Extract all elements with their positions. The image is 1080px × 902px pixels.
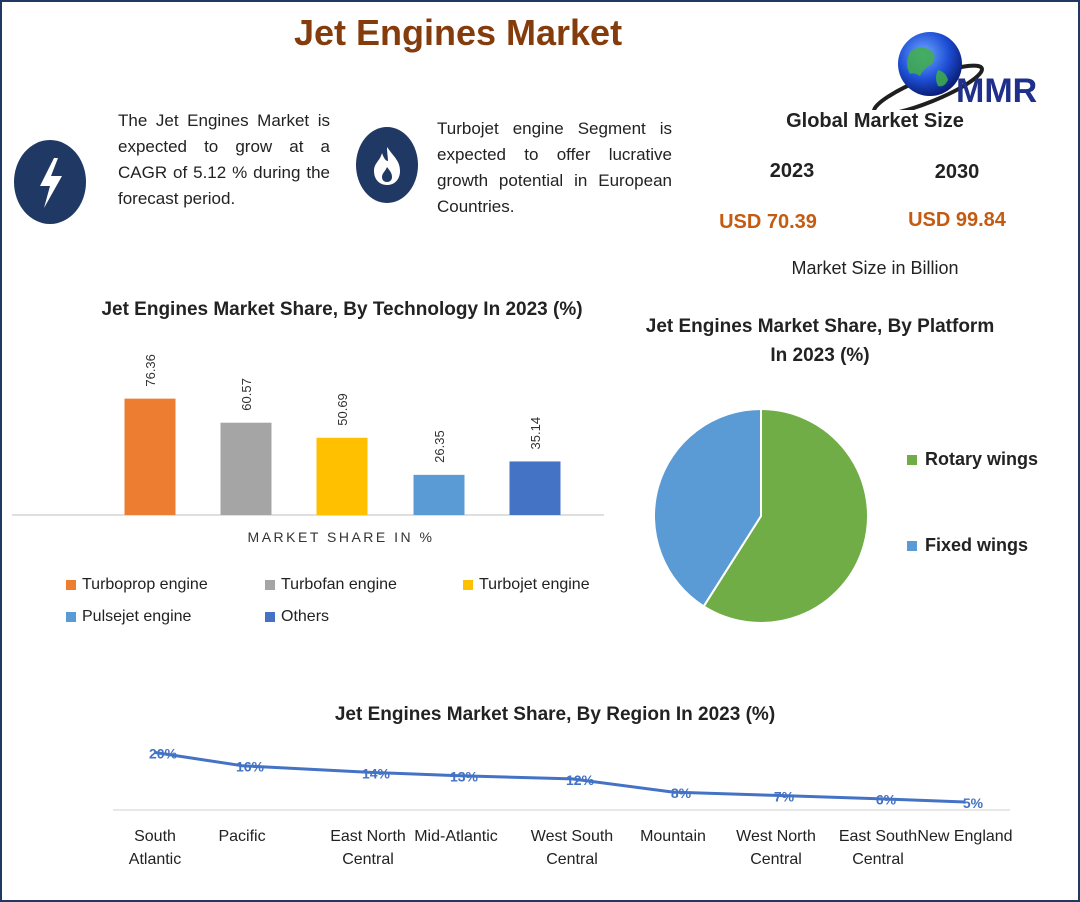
value-2023: USD 70.39 [719,211,817,233]
line-value-label: 8% [671,785,692,801]
bar-chart-title: Jet Engines Market Share, By Technology … [101,299,583,320]
pie-slice-fixed-wings [653,407,762,608]
region-line-chart: 20% 16% 14% 13% 12% 8% 7% 6% 5% South Atlantic Paci… [113,746,1013,868]
line-value-label: 5% [963,795,984,811]
mmr-logo: MMR [872,32,1037,110]
cagr-text: The Jet Engines Market is expected to gr… [118,111,330,208]
legend-swatch [463,580,473,590]
bar-turboprop-engine [124,398,176,515]
legend-item-pulsejet-engine: Pulsejet engine [66,608,191,626]
pie-legend-fixed-wings: Fixed wings [907,535,1028,556]
legend-label: Turbofan engine [281,576,397,593]
legend-swatch [907,540,917,551]
legend-label: Turboprop engine [82,576,208,593]
legend-swatch [265,580,275,590]
pie-slice-rotary-wings [702,407,869,624]
region-tick-west-north-central: West North Central [736,828,816,868]
line-value-label: 6% [876,792,897,808]
market-size-note: Market Size in Billion [791,258,959,278]
bar-value-label: 76.36 [143,354,158,387]
year-2023: 2023 [769,160,815,182]
bar-turbojet-engine [316,437,368,515]
region-tick-east-south-central: East South Central [839,828,917,868]
legend-item-turboprop-engine: Turboprop engine [66,576,208,594]
line-chart-title: Jet Engines Market Share, By Region In 2… [334,704,776,725]
bar-x-axis-label: MARKET SHARE IN % [248,529,435,545]
market-size-title: Global Market Size [786,110,964,132]
bar-pulsejet-engine [413,474,465,515]
legend-item-others: Others [265,608,329,626]
bar-value-label: 50.69 [335,393,350,426]
bar-turbofan-engine [220,422,272,515]
platform-pie-chart [653,407,869,624]
legend-item-turbojet-engine: Turbojet engine [463,576,590,594]
legend-label: Pulsejet engine [82,608,192,625]
region-series-line [154,751,966,804]
legend-label: Fixed wings [925,535,1029,555]
value-2030: USD 99.84 [908,209,1006,231]
pie-chart-title: Jet Engines Market Share, By Platform In… [645,316,995,366]
bar-value-label: 35.14 [528,417,543,450]
segment-text: Turbojet engine Segment is expected to o… [437,119,672,216]
bar-others [509,461,561,515]
lightning-icon [14,140,86,224]
line-value-label: 7% [774,788,795,804]
region-tick-mid-atlantic: Mid-Atlantic [414,828,498,845]
legend-swatch [66,580,76,590]
legend-swatch [265,612,275,622]
svg-text:MMR: MMR [956,72,1037,110]
pie-legend-rotary-wings: Rotary wings [907,449,1038,470]
legend-label: Rotary wings [925,449,1039,469]
region-tick-west-south-central: West South Central [531,828,613,868]
legend-item-turbofan-engine: Turbofan engine [265,576,397,594]
bar-value-label: 60.57 [239,378,254,411]
region-tick-mountain: Mountain [640,828,706,845]
region-tick-new-england: New England [917,828,1012,845]
bar-value-label: 26.35 [432,430,447,463]
legend-swatch [907,454,917,465]
legend-label: Others [281,608,330,625]
line-value-label: 20% [149,746,178,762]
flame-icon [356,127,418,203]
region-tick-south-atlantic: South Atlantic [129,828,181,868]
page-title: Jet Engines Market [293,12,623,53]
line-value-label: 14% [362,765,391,781]
technology-bar-chart: 76.36 60.57 50.69 26.35 35.14 MARKET SHARE IN… [12,354,604,545]
legend-label: Turbojet engine [479,576,590,593]
line-value-label: 13% [450,769,479,785]
year-2030: 2030 [934,161,980,183]
region-tick-east-north-central: East North Central [330,828,406,868]
region-tick-pacific: Pacific [218,828,265,845]
legend-swatch [66,612,76,622]
line-value-label: 16% [236,759,265,775]
line-value-label: 12% [566,772,595,788]
